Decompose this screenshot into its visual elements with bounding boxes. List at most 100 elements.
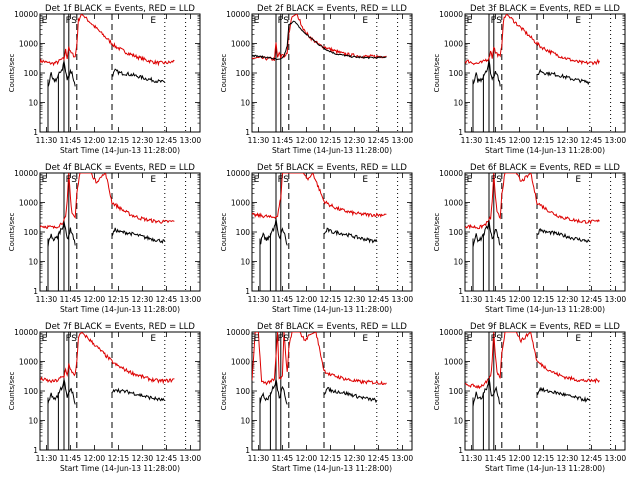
y-tick-label: 100 xyxy=(449,387,464,396)
x-tick-label: 11:45 xyxy=(272,295,294,304)
panel-det-7: Det 7f BLACK = Events, RED = LLD 1 10 100 10… xyxy=(8,322,201,473)
y-tick-label: 1 xyxy=(245,287,250,296)
y-axis-label: Counts/sec xyxy=(220,54,228,93)
x-tick-label: 12:00 xyxy=(296,295,318,304)
series-events-black xyxy=(47,379,76,405)
y-tick-label: 100 xyxy=(24,228,39,237)
event-marker-label: F xyxy=(278,334,283,344)
y-tick-label: 10 xyxy=(28,417,38,426)
y-tick-label: 10 xyxy=(240,258,250,267)
y-tick-label: 10000 xyxy=(226,169,250,178)
event-marker-label: E xyxy=(254,175,260,185)
x-axis-label: Start Time (14-Jun-13 11:28:00) xyxy=(60,464,180,473)
x-tick-label: 12:15 xyxy=(108,136,130,145)
x-tick-label: 12:45 xyxy=(156,136,178,145)
event-marker-label: E xyxy=(150,175,156,185)
y-tick-label: 1 xyxy=(33,128,38,137)
event-marker-label: S xyxy=(496,16,502,26)
y-axis-label: Counts/sec xyxy=(220,213,228,252)
y-axis-label: Counts/sec xyxy=(433,372,441,411)
y-tick-label: 1000 xyxy=(19,40,38,49)
x-axis-label: Start Time (14-Jun-13 11:28:00) xyxy=(485,464,605,473)
x-tick-label: 12:45 xyxy=(581,454,603,463)
event-marker-label: S xyxy=(496,175,502,185)
y-tick-label: 10 xyxy=(240,99,250,108)
panel-title: Det 6f BLACK = Events, RED = LLD xyxy=(470,163,620,173)
event-marker-label: S xyxy=(283,334,289,344)
event-marker-label: E xyxy=(575,334,581,344)
x-tick-label: 12:00 xyxy=(509,136,531,145)
series-events-black xyxy=(47,61,76,87)
y-tick-label: 10 xyxy=(453,258,463,267)
y-tick-label: 1 xyxy=(458,287,463,296)
y-tick-label: 1000 xyxy=(19,199,38,208)
y-tick-label: 1000 xyxy=(444,199,463,208)
x-tick-label: 12:30 xyxy=(344,295,366,304)
x-tick-label: 12:15 xyxy=(533,295,555,304)
series-events-black xyxy=(472,377,501,407)
series-lld-red xyxy=(465,332,600,390)
event-marker-label: E xyxy=(150,334,156,344)
x-tick-label: 12:30 xyxy=(557,295,579,304)
x-tick-label: 12:00 xyxy=(296,136,318,145)
panel-title: Det 5f BLACK = Events, RED = LLD xyxy=(257,163,407,173)
series-lld-red xyxy=(40,173,175,230)
x-tick-label: 12:00 xyxy=(296,454,318,463)
y-tick-label: 100 xyxy=(236,387,251,396)
x-tick-label: 12:00 xyxy=(84,295,106,304)
y-tick-label: 1 xyxy=(33,287,38,296)
x-tick-label: 13:00 xyxy=(180,136,202,145)
y-tick-label: 10 xyxy=(240,417,250,426)
x-tick-label: 12:15 xyxy=(533,454,555,463)
x-tick-label: 13:00 xyxy=(605,136,627,145)
x-tick-label: 12:45 xyxy=(581,136,603,145)
event-marker-label: S xyxy=(71,334,77,344)
x-tick-label: 11:30 xyxy=(248,295,270,304)
x-tick-label: 12:45 xyxy=(156,454,178,463)
series-events-black-tail xyxy=(112,68,166,84)
event-marker-label: E xyxy=(467,16,473,26)
y-tick-label: 10000 xyxy=(14,328,38,337)
event-marker-label: F xyxy=(491,175,496,185)
x-axis-label: Start Time (14-Jun-13 11:28:00) xyxy=(272,464,392,473)
panel-det-2: Det 2f BLACK = Events, RED = LLD 1 10 100 10… xyxy=(220,4,413,155)
x-tick-label: 12:15 xyxy=(108,295,130,304)
x-tick-label: 11:30 xyxy=(36,136,58,145)
series-events-black xyxy=(47,221,76,247)
y-tick-label: 10 xyxy=(453,99,463,108)
event-marker-label: F xyxy=(66,16,71,26)
y-tick-label: 1000 xyxy=(19,358,38,367)
event-marker-label: S xyxy=(71,16,77,26)
x-tick-label: 12:30 xyxy=(132,136,154,145)
y-tick-label: 100 xyxy=(449,69,464,78)
y-axis-label: Counts/sec xyxy=(433,213,441,252)
y-tick-label: 100 xyxy=(24,387,39,396)
panel-det-8: Det 8f BLACK = Events, RED = LLD 1 10 100 10… xyxy=(220,322,413,473)
series-lld-red xyxy=(465,173,600,230)
x-tick-label: 13:00 xyxy=(392,295,414,304)
panel-det-6: Det 6f BLACK = Events, RED = LLD 1 10 100 10… xyxy=(433,163,626,314)
x-axis-label: Start Time (14-Jun-13 11:28:00) xyxy=(60,305,180,314)
x-tick-label: 12:30 xyxy=(557,136,579,145)
x-tick-label: 12:45 xyxy=(368,136,390,145)
event-marker-label: F xyxy=(491,16,496,26)
y-tick-label: 100 xyxy=(24,69,39,78)
x-tick-label: 12:30 xyxy=(132,454,154,463)
panel-title: Det 2f BLACK = Events, RED = LLD xyxy=(257,4,407,14)
x-tick-label: 11:30 xyxy=(461,136,483,145)
x-tick-label: 12:45 xyxy=(156,295,178,304)
panel-title: Det 9f BLACK = Events, RED = LLD xyxy=(470,322,620,332)
panel-det-5: Det 5f BLACK = Events, RED = LLD 1 10 100 10… xyxy=(220,163,413,314)
series-events-black xyxy=(252,20,387,61)
y-tick-label: 1000 xyxy=(231,40,250,49)
y-axis-label: Counts/sec xyxy=(8,213,16,252)
x-tick-label: 12:00 xyxy=(509,295,531,304)
event-marker-label: E xyxy=(467,175,473,185)
event-marker-label: E xyxy=(362,16,368,26)
event-marker-label: E xyxy=(42,16,48,26)
x-tick-label: 11:30 xyxy=(461,295,483,304)
panel-title: Det 3f BLACK = Events, RED = LLD xyxy=(470,4,620,14)
series-events-black-tail xyxy=(323,227,378,244)
event-marker-label: E xyxy=(575,16,581,26)
y-tick-label: 10000 xyxy=(439,169,463,178)
